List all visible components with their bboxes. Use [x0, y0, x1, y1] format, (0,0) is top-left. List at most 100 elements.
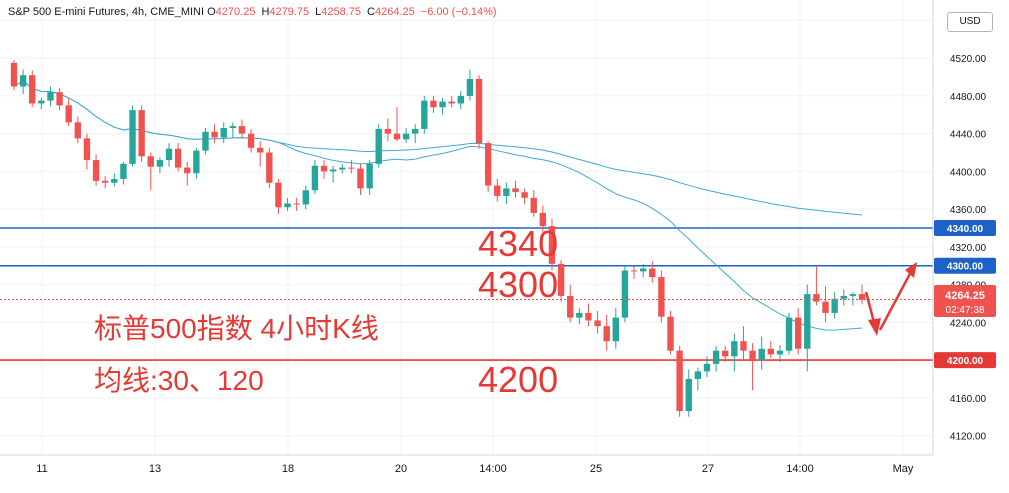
candle-body: [357, 168, 364, 189]
candle-body: [758, 348, 765, 361]
close-label: C: [367, 6, 375, 18]
candle-body: [603, 326, 610, 342]
candle-body: [567, 295, 574, 318]
candle-body: [667, 316, 674, 351]
price-tick-label: 4160.00: [950, 394, 987, 405]
candle-body: [484, 143, 492, 186]
time-tick-label: 13: [149, 463, 161, 475]
level-tag-bg: [934, 257, 996, 274]
candle-body: [402, 133, 410, 140]
moving-averages: [13, 80, 863, 331]
level-tag-label: 4340.00: [947, 224, 984, 235]
candle-body: [101, 180, 109, 183]
candle-body: [439, 101, 446, 108]
annotation-ma: 均线:30、120: [94, 365, 264, 396]
candle-body: [165, 148, 173, 161]
level-tag-bg: [934, 220, 996, 236]
level-tag-label: 4300.00: [947, 262, 984, 273]
change-value: −6.00 (−0.14%): [420, 6, 497, 18]
candle-body: [138, 110, 145, 157]
down-arrow-head-icon: [868, 318, 881, 336]
time-tick-label: 27: [702, 463, 714, 475]
candle-body: [257, 147, 264, 153]
candle-body: [794, 317, 802, 349]
candle-body: [521, 192, 528, 198]
time-tick-label: May: [893, 463, 914, 475]
candle-body: [238, 126, 246, 134]
candle-body: [92, 160, 100, 181]
candle-body: [329, 169, 337, 172]
candle-body: [858, 294, 866, 300]
current-price-tag: [934, 285, 996, 317]
time-tick-label: 18: [282, 463, 294, 475]
candle-body: [311, 165, 319, 191]
time-tick-label: 14:00: [786, 463, 814, 475]
candle-body: [320, 165, 328, 172]
candle-body: [466, 78, 474, 96]
candle-body: [348, 167, 355, 169]
candle-body: [430, 100, 437, 108]
candle-body: [849, 294, 857, 296]
price-tick-label: 4240.00: [950, 318, 987, 329]
candle-body: [494, 185, 501, 196]
high-label: H: [261, 6, 270, 18]
candle-body: [129, 110, 136, 164]
annotation-title: 标普500指数 4小时K线: [94, 313, 379, 344]
time-tick-label: 20: [395, 463, 407, 475]
candle-body: [111, 178, 118, 183]
candle-body: [576, 312, 583, 318]
candle-body: [767, 348, 775, 355]
candle-body: [56, 92, 63, 106]
candle-body: [65, 105, 72, 123]
candle-body: [275, 182, 282, 208]
price-tick-label: 4520.00: [950, 54, 987, 65]
candle-body: [712, 350, 720, 364]
candle-body: [685, 378, 692, 412]
candle-body: [804, 294, 811, 349]
low-label: L: [315, 6, 322, 18]
candle-body: [448, 101, 455, 104]
candle-body: [156, 160, 164, 167]
annotation-4340: 4340: [478, 223, 558, 264]
candle-body: [740, 341, 747, 351]
candle-body: [421, 100, 428, 129]
candle-body: [703, 363, 711, 372]
candle-body: [530, 197, 537, 213]
candle-body: [302, 190, 309, 205]
open-value: 4270.25: [215, 6, 256, 18]
candle-body: [694, 371, 702, 379]
time-tick-label: 14:00: [479, 463, 507, 475]
countdown-value: 02:47:38: [946, 305, 985, 316]
candle-body: [822, 301, 829, 313]
candle-body: [220, 127, 227, 138]
price-tick-label: 4440.00: [950, 130, 987, 141]
level-tags: 4340.00 4300.00 4200.00: [934, 220, 996, 369]
candle-body: [749, 350, 756, 361]
candle-body: [630, 270, 638, 272]
candle-body: [785, 317, 793, 351]
close-value: 4264.25: [375, 6, 415, 18]
candle-body: [339, 167, 346, 170]
candle-body: [722, 350, 729, 357]
candle-body: [813, 294, 820, 302]
candle-body: [366, 163, 373, 189]
time-axis[interactable]: 11 13 18 20 14:00 25 27 14:00 May: [36, 463, 914, 475]
candle-body: [594, 320, 601, 327]
candle-body: [831, 298, 838, 313]
candle-body: [840, 295, 847, 299]
price-tick-label: 4480.00: [950, 92, 987, 103]
candle-body: [83, 138, 91, 161]
candle-body: [539, 212, 547, 227]
currency-button[interactable]: USD: [947, 12, 993, 32]
candle-body: [266, 152, 273, 183]
candle-body: [147, 156, 154, 167]
horizontal-levels: [0, 227, 933, 361]
low-value: 4258.75: [321, 6, 362, 18]
up-arrow-icon: [878, 269, 914, 331]
candle-body: [475, 78, 483, 144]
price-tick-label: 4360.00: [950, 205, 987, 216]
candle-body: [639, 268, 647, 272]
candle-body: [120, 163, 127, 179]
